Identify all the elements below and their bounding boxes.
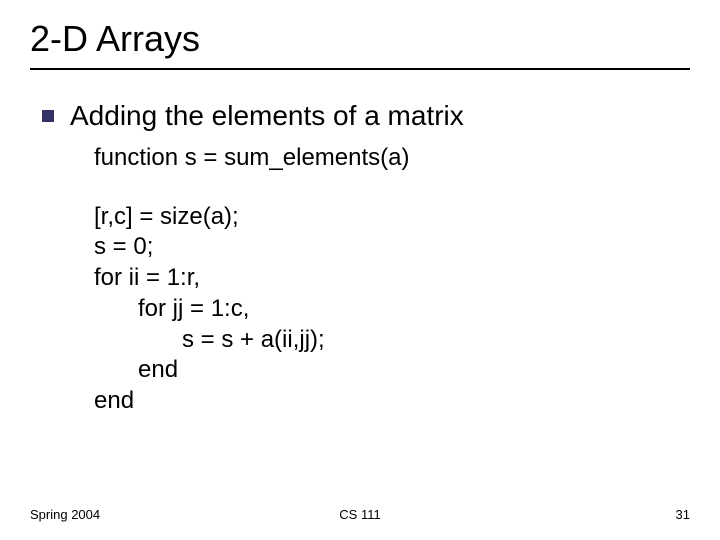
slide-title: 2-D Arrays [30, 18, 690, 70]
code-block: function s = sum_elements(a) [r,c] = siz… [94, 143, 690, 417]
blank-line [94, 174, 690, 202]
slide-footer: Spring 2004 CS 111 31 [0, 507, 720, 522]
footer-page-number: 31 [676, 507, 690, 522]
code-line: for ii = 1:r, [94, 263, 690, 294]
code-line: s = 0; [94, 232, 690, 263]
code-line: function s = sum_elements(a) [94, 143, 690, 174]
bullet-text: Adding the elements of a matrix [70, 98, 464, 133]
code-line: [r,c] = size(a); [94, 202, 690, 233]
square-bullet-icon [42, 110, 54, 122]
slide: 2-D Arrays Adding the elements of a matr… [0, 0, 720, 540]
code-line: end [94, 386, 690, 417]
footer-center: CS 111 [339, 507, 380, 522]
bullet-item: Adding the elements of a matrix [42, 98, 690, 133]
code-line: s = s + a(ii,jj); [94, 325, 690, 356]
slide-content: Adding the elements of a matrix function… [30, 98, 690, 417]
footer-left: Spring 2004 [30, 507, 100, 522]
code-line: for jj = 1:c, [94, 294, 690, 325]
code-line: end [94, 355, 690, 386]
